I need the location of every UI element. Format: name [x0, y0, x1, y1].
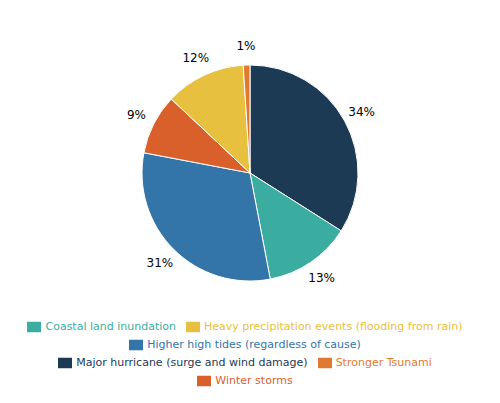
svg-text:9%: 9%	[127, 108, 146, 122]
svg-text:12%: 12%	[182, 51, 209, 65]
svg-text:34%: 34%	[348, 105, 375, 119]
html-text:Higher high tides (regardless: Higher high tides (regardless of cause)	[147, 338, 361, 351]
svg-text:13%: 13%	[308, 271, 335, 285]
svg-text:31%: 31%	[147, 256, 174, 270]
html-text:Winter storms: Winter storms	[215, 374, 293, 387]
html-text:Stronger Tsunami: Stronger Tsunami	[335, 356, 432, 369]
svg-text:1%: 1%	[236, 39, 255, 53]
html-text:Coastal land inundation: Coastal land inundation	[45, 320, 176, 333]
html-text:Heavy precipitation events (fl: Heavy precipitation events (flooding fro…	[204, 320, 463, 333]
html-text:Major hurricane (surge and win: Major hurricane (surge and wind damage)	[76, 356, 308, 369]
